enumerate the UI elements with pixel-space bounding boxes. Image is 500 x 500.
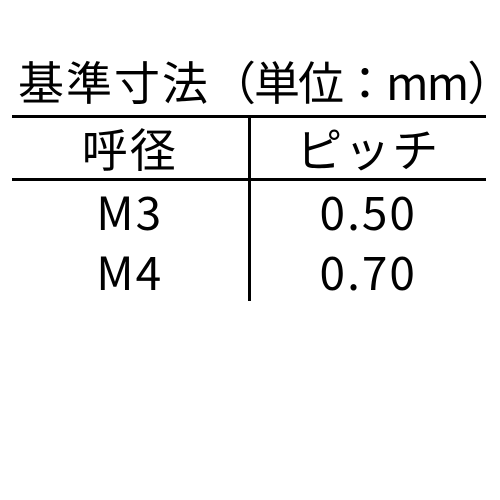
cell-pitch: 0.70: [249, 241, 486, 301]
header-pitch: ピッチ: [249, 117, 486, 180]
table-row: M3 0.50: [12, 180, 486, 242]
cell-nominal-diameter: M3: [12, 180, 249, 242]
cell-pitch: 0.50: [249, 180, 486, 242]
table-header-row: 呼径 ピッチ: [12, 117, 486, 180]
title-line: 基準寸法 （単位：mm）: [18, 48, 482, 114]
table-row: M4 0.70: [12, 241, 486, 301]
dimensions-table: 呼径 ピッチ M3 0.50 M4 0.70: [12, 115, 486, 301]
cell-nominal-diameter: M4: [12, 241, 249, 301]
header-nominal-diameter: 呼径: [12, 117, 249, 180]
title-left: 基準寸法: [18, 48, 210, 114]
title-right: （単位：mm）: [210, 48, 500, 114]
